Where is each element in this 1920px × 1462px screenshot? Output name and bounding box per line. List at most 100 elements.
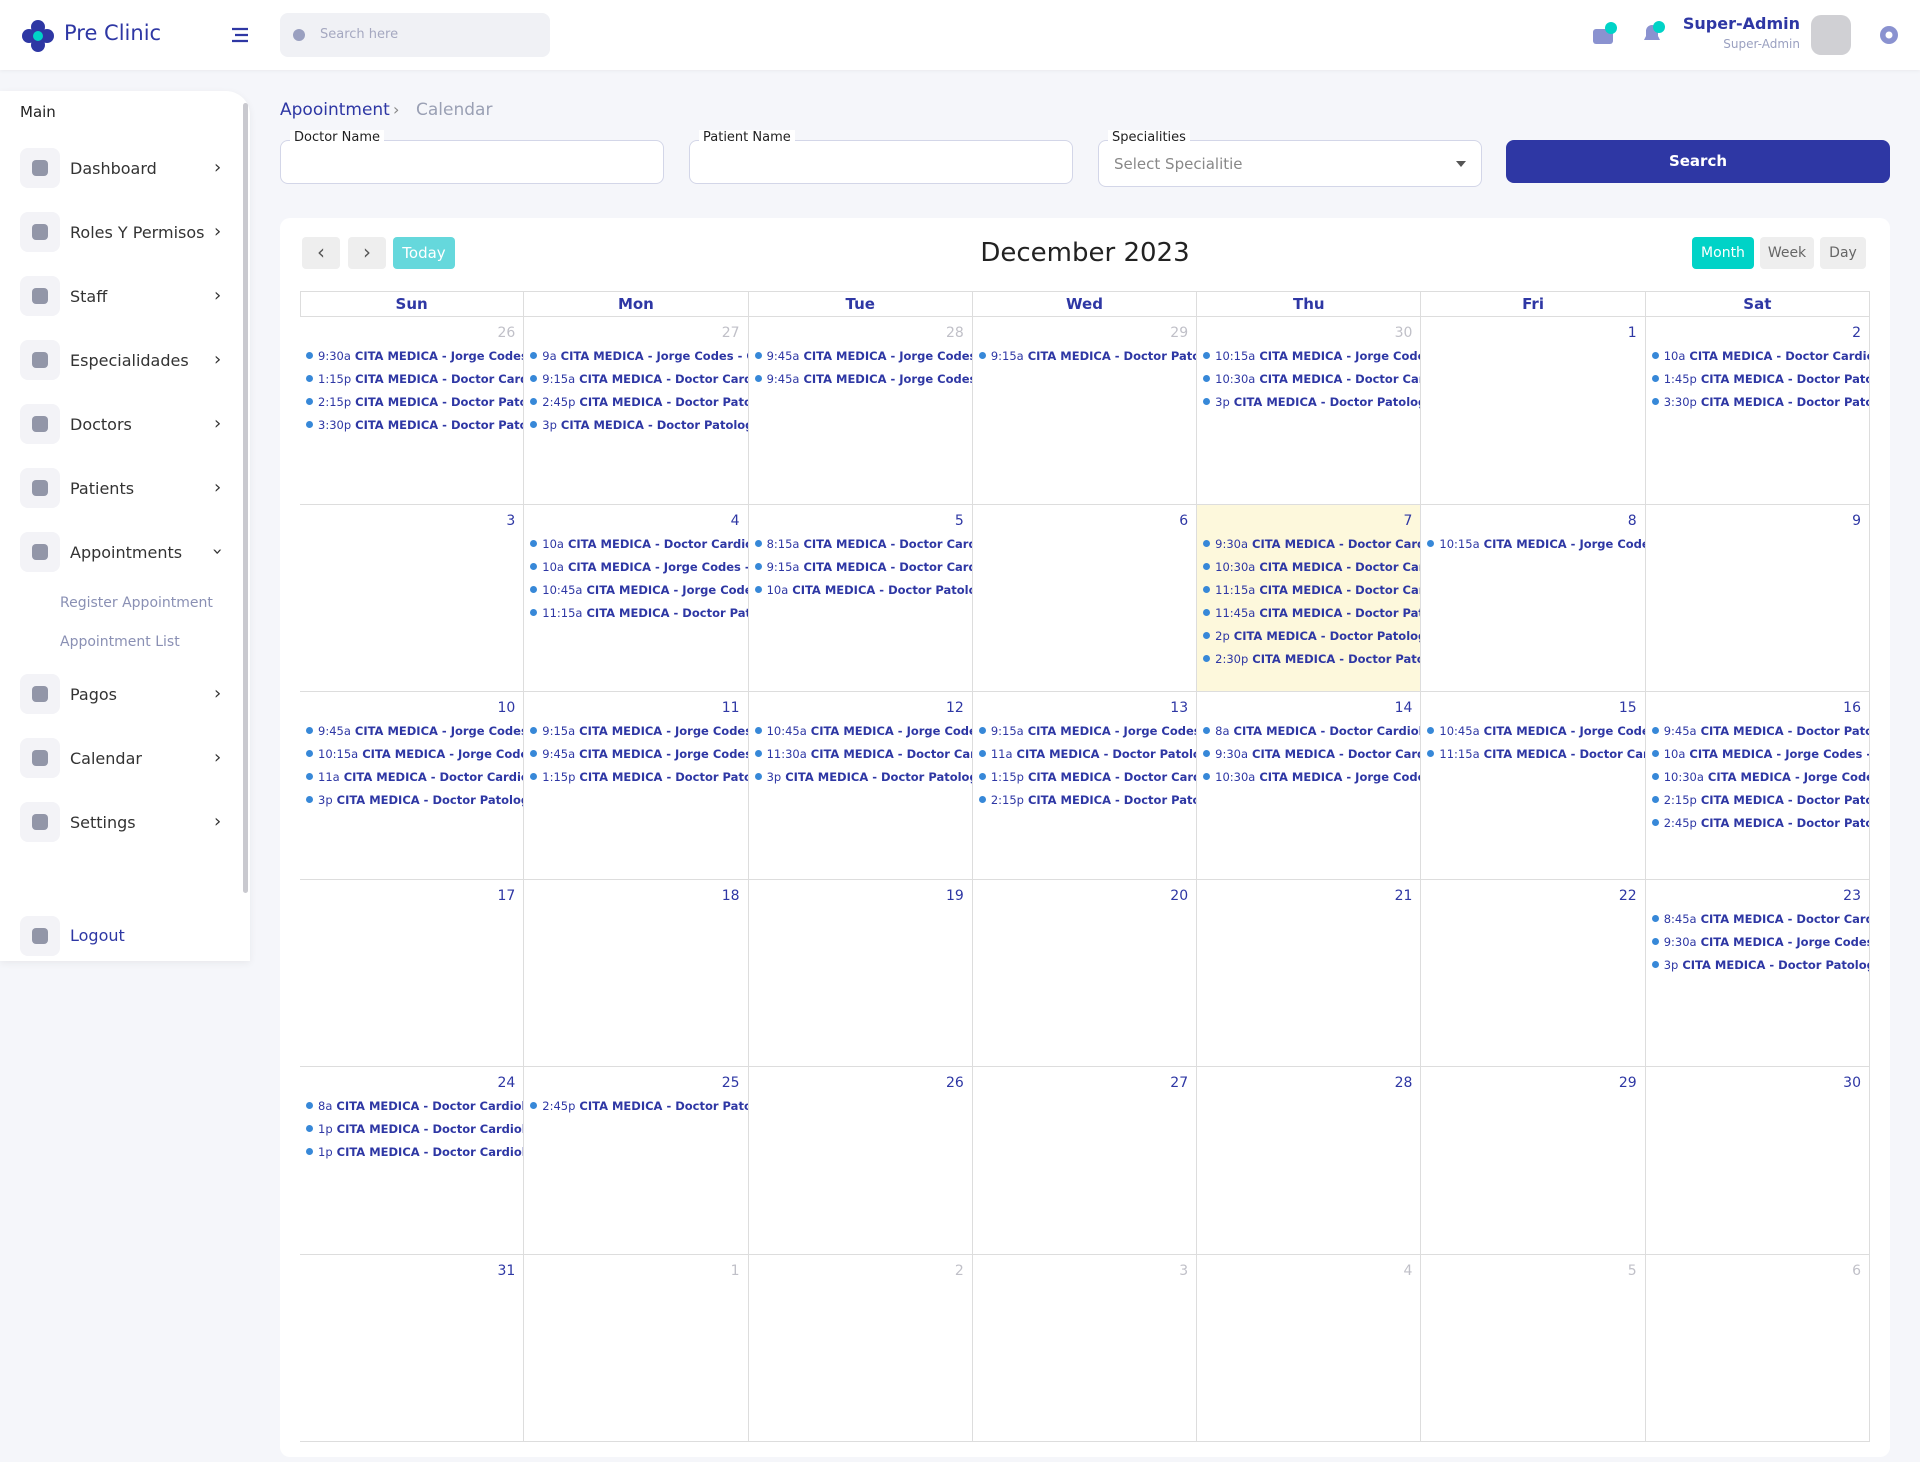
- avatar[interactable]: [1811, 15, 1851, 55]
- event[interactable]: 3p CITA MEDICA - Doctor Patologia: [754, 766, 972, 788]
- logout[interactable]: Logout: [70, 926, 125, 945]
- event[interactable]: 2p CITA MEDICA - Doctor Patologia: [1203, 625, 1420, 647]
- menu-item[interactable]: Settings ›: [0, 802, 240, 842]
- day-cell[interactable]: 9: [1645, 504, 1870, 692]
- specialities-select[interactable]: Select Specialitie: [1098, 140, 1482, 187]
- event[interactable]: 10:45a CITA MEDICA - Jorge Codes: [530, 579, 748, 601]
- settings-icon[interactable]: [1878, 24, 1900, 46]
- day-cell[interactable]: 3: [972, 1254, 1198, 1442]
- prev-button[interactable]: ‹: [302, 237, 340, 269]
- event[interactable]: 3p CITA MEDICA - Doctor Patologia: [1203, 391, 1420, 413]
- day-cell[interactable]: 21: [1197, 879, 1422, 1067]
- day-cell[interactable]: 30: [1645, 1067, 1870, 1255]
- event[interactable]: 9:15a CITA MEDICA - Jorge Codes: [530, 720, 748, 742]
- day-cell[interactable]: 28: [1197, 1067, 1422, 1255]
- breadcrumb-root[interactable]: Apoointment: [280, 100, 390, 120]
- search-box[interactable]: Search here: [280, 13, 550, 57]
- menu-item[interactable]: Pagos ›: [0, 674, 240, 714]
- event[interactable]: 10:15a CITA MEDICA - Jorge Codes: [1203, 345, 1420, 367]
- submenu-item[interactable]: Register Appointment: [60, 595, 213, 611]
- event[interactable]: 10:15a CITA MEDICA - Jorge Codes: [1427, 533, 1645, 555]
- day-cell[interactable]: 27 9a CITA MEDICA - Jorge Codes - C 9:15a CI…: [524, 317, 749, 505]
- event[interactable]: 10a CITA MEDICA - Jorge Codes - C: [1651, 743, 1869, 765]
- view-button[interactable]: Week: [1760, 237, 1814, 269]
- event[interactable]: 3p CITA MEDICA - Doctor Patologia: [306, 789, 523, 811]
- event[interactable]: 10:45a CITA MEDICA - Jorge Codes: [754, 720, 972, 742]
- day-cell[interactable]: 1: [524, 1254, 749, 1442]
- day-cell[interactable]: 22: [1421, 879, 1646, 1067]
- event[interactable]: 9:45a CITA MEDICA - Jorge Codes: [306, 720, 523, 742]
- day-cell[interactable]: 31: [300, 1254, 525, 1442]
- day-cell[interactable]: 13 9:15a CITA MEDICA - Jorge Codes 11a CITA …: [972, 692, 1198, 880]
- day-cell[interactable]: 27: [972, 1067, 1198, 1255]
- event[interactable]: 9:45a CITA MEDICA - Jorge Codes: [754, 368, 972, 390]
- day-cell[interactable]: 29: [1421, 1067, 1646, 1255]
- event[interactable]: 10a CITA MEDICA - Jorge Codes - C: [530, 556, 748, 578]
- menu-toggle[interactable]: [230, 26, 250, 44]
- scrollbar[interactable]: [243, 103, 248, 893]
- menu-item[interactable]: Dashboard ›: [0, 148, 240, 188]
- day-cell[interactable]: 28 9:45a CITA MEDICA - Jorge Codes 9:45a CIT…: [748, 317, 973, 505]
- event[interactable]: 10:30a CITA MEDICA - Jorge Codes: [1203, 766, 1420, 788]
- day-cell[interactable]: 15 10:45a CITA MEDICA - Jorge Codes 11:15a C…: [1421, 692, 1646, 880]
- search-button[interactable]: Search: [1506, 140, 1890, 183]
- day-cell[interactable]: 6: [1645, 1254, 1870, 1442]
- day-cell[interactable]: 6: [972, 504, 1198, 692]
- event[interactable]: 9a CITA MEDICA - Jorge Codes - C: [530, 345, 748, 367]
- event[interactable]: 3p CITA MEDICA - Doctor Patologia: [530, 414, 748, 436]
- messages-icon[interactable]: [1592, 22, 1618, 46]
- submenu-item[interactable]: Appointment List: [60, 634, 180, 650]
- menu-item[interactable]: Appointments ›: [0, 532, 240, 572]
- view-button[interactable]: Day: [1820, 237, 1866, 269]
- day-cell[interactable]: 11 9:15a CITA MEDICA - Jorge Codes 9:45a CIT…: [524, 692, 749, 880]
- event[interactable]: 10:45a CITA MEDICA - Jorge Codes: [1427, 720, 1645, 742]
- day-cell[interactable]: 26 9:30a CITA MEDICA - Jorge Codes 1:15p CIT…: [300, 317, 525, 505]
- menu-item[interactable]: Calendar ›: [0, 738, 240, 778]
- event[interactable]: 9:30a CITA MEDICA - Jorge Codes: [1651, 931, 1869, 953]
- day-cell[interactable]: 20: [972, 879, 1198, 1067]
- event[interactable]: 9:45a CITA MEDICA - Jorge Codes: [754, 345, 972, 367]
- event[interactable]: 10:15a CITA MEDICA - Jorge Codes: [306, 743, 523, 765]
- day-cell[interactable]: 19: [748, 879, 973, 1067]
- menu-item[interactable]: Roles Y Permisos ›: [0, 212, 240, 252]
- event[interactable]: 9:45a CITA MEDICA - Jorge Codes: [530, 743, 748, 765]
- view-button[interactable]: Month: [1692, 237, 1754, 269]
- day-cell[interactable]: 1: [1421, 317, 1646, 505]
- menu-item[interactable]: Patients ›: [0, 468, 240, 508]
